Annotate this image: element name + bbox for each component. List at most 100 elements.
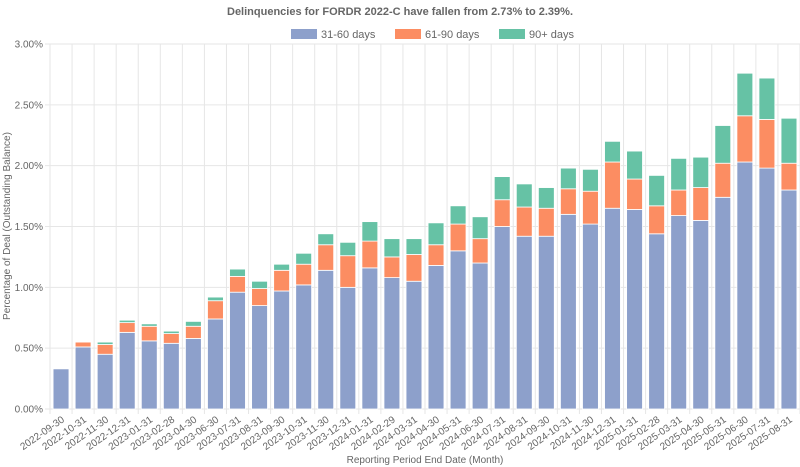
- bar-90-days: [692, 156, 710, 188]
- bar-90-days: [405, 238, 423, 255]
- y-tick-label: 2.50%: [15, 100, 43, 111]
- y-tick-label: 0.00%: [15, 405, 43, 416]
- bar-stack: [229, 268, 246, 410]
- bar-31-60-days: [692, 220, 710, 410]
- bar-stack: [118, 319, 136, 410]
- legend-item[interactable]: 31-60 days: [291, 29, 376, 41]
- bar-61-90-days: [560, 188, 577, 215]
- bar-31-60-days: [471, 262, 489, 410]
- bar-31-60-days: [118, 331, 136, 410]
- bar-stack: [427, 222, 445, 410]
- bar-31-60-days: [339, 286, 357, 410]
- bar-61-90-days: [736, 115, 754, 163]
- bar-31-60-days: [626, 209, 643, 410]
- bar-stack: [714, 125, 732, 410]
- bar-61-90-days: [714, 162, 732, 198]
- bar-stack: [339, 241, 357, 410]
- bar-stack: [361, 221, 379, 410]
- x-axis-title: Reporting Period End Date (Month): [347, 455, 504, 466]
- bar-61-90-days: [427, 244, 445, 266]
- bar-stack: [692, 156, 710, 410]
- bar-31-60-days: [604, 207, 621, 410]
- bar-31-60-days: [670, 215, 688, 410]
- bar-90-days: [604, 140, 621, 163]
- legend-item[interactable]: 61-90 days: [395, 29, 480, 41]
- bar-61-90-days: [251, 288, 268, 306]
- y-tick-label: 0.50%: [15, 344, 43, 355]
- bar-90-days: [229, 268, 246, 277]
- y-axis-title: Percentage of Deal (Outstanding Balance): [2, 132, 13, 320]
- bar-90-days: [493, 176, 511, 201]
- bar-61-90-days: [96, 344, 114, 355]
- bar-stack: [74, 341, 92, 410]
- legend-label: 31-60 days: [321, 29, 376, 41]
- bar-90-days: [118, 319, 136, 324]
- bar-90-days: [162, 330, 180, 334]
- bar-stack: [780, 117, 798, 410]
- bar-90-days: [560, 167, 577, 190]
- bar-31-60-days: [273, 290, 290, 410]
- bar-90-days: [383, 238, 401, 258]
- bar-stack: [537, 187, 555, 410]
- bar-90-days: [317, 233, 335, 246]
- bar-61-90-days: [648, 205, 665, 235]
- bar-stack: [471, 216, 489, 410]
- bar-61-90-days: [449, 223, 467, 252]
- bar-31-60-days: [758, 167, 776, 410]
- bar-61-90-days: [515, 206, 533, 237]
- bar-stack: [449, 205, 467, 410]
- bar-61-90-days: [758, 119, 776, 169]
- bars: [52, 72, 798, 410]
- y-tick-label: 1.50%: [15, 222, 43, 233]
- bar-90-days: [251, 280, 268, 289]
- bar-61-90-days: [537, 207, 555, 237]
- legend-label: 90+ days: [529, 29, 574, 41]
- bar-61-90-days: [383, 256, 401, 278]
- bar-90-days: [96, 341, 114, 345]
- bar-stack: [604, 140, 621, 410]
- bar-stack: [96, 341, 114, 410]
- bar-stack: [493, 176, 511, 410]
- bar-61-90-days: [692, 187, 710, 221]
- bar-90-days: [736, 72, 754, 117]
- bar-90-days: [339, 241, 357, 257]
- bar-61-90-days: [229, 275, 246, 293]
- bar-90-days: [537, 187, 555, 209]
- bar-31-60-days: [560, 213, 577, 410]
- bar-stack: [317, 233, 335, 410]
- bar-61-90-days: [626, 178, 643, 210]
- bar-90-days: [582, 168, 599, 192]
- bar-61-90-days: [207, 300, 224, 320]
- bar-90-days: [207, 296, 224, 302]
- legend-swatch: [395, 29, 421, 39]
- bar-31-60-days: [383, 277, 401, 410]
- legend-label: 61-90 days: [425, 29, 480, 41]
- bar-31-60-days: [52, 368, 70, 410]
- bar-31-60-days: [427, 265, 445, 410]
- bar-90-days: [471, 216, 489, 240]
- bar-31-60-days: [714, 196, 732, 410]
- bar-90-days: [626, 150, 643, 180]
- bar-stack: [560, 167, 577, 410]
- bar-31-60-days: [317, 269, 335, 410]
- bar-31-60-days: [537, 235, 555, 410]
- bar-31-60-days: [251, 305, 268, 410]
- bar-31-60-days: [229, 291, 246, 410]
- bar-stack: [162, 330, 180, 410]
- bar-stack: [295, 252, 313, 410]
- bar-61-90-days: [162, 333, 180, 344]
- bar-61-90-days: [140, 325, 158, 342]
- bar-stack: [207, 296, 224, 410]
- bar-stack: [383, 238, 401, 410]
- bar-90-days: [140, 323, 158, 327]
- bar-90-days: [449, 205, 467, 225]
- bar-stack: [273, 263, 290, 410]
- bar-61-90-days: [74, 341, 92, 348]
- bar-31-60-days: [449, 250, 467, 410]
- bar-61-90-days: [361, 240, 379, 269]
- bar-61-90-days: [670, 189, 688, 216]
- legend-item[interactable]: 90+ days: [499, 29, 574, 41]
- bar-31-60-days: [361, 267, 379, 410]
- bar-61-90-days: [471, 238, 489, 264]
